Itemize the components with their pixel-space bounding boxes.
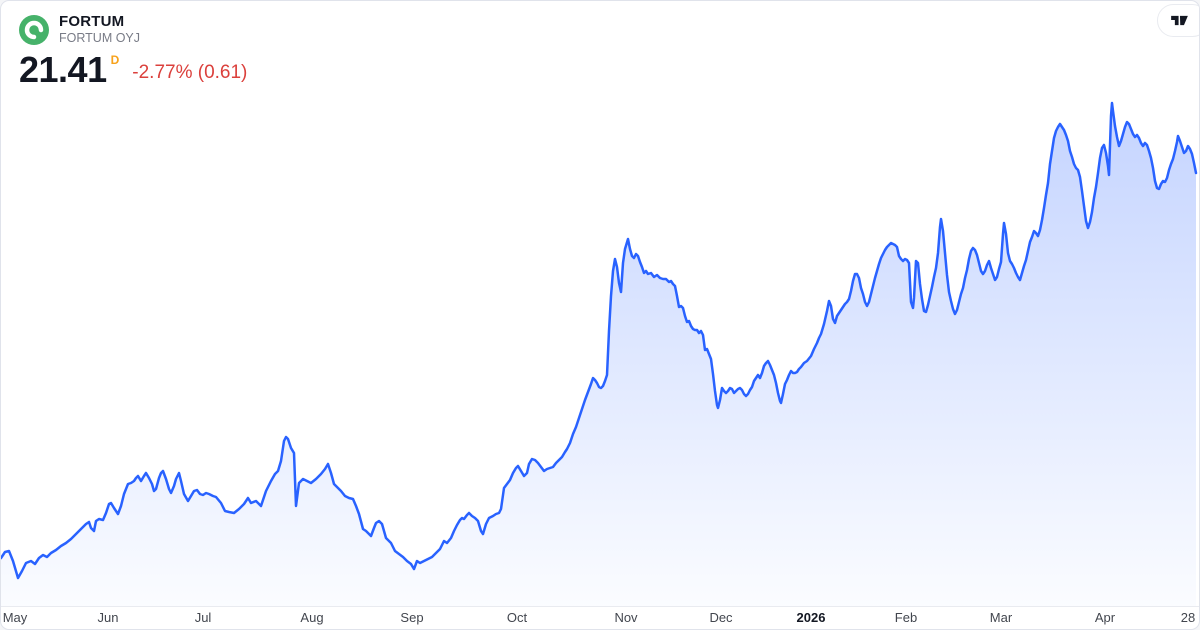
last-price: 21.41 [19,49,107,90]
x-axis-label: 28 [1180,610,1196,625]
x-axis: May Jun Jul Aug Sep Oct Nov Dec 2026 Feb Mar Apr 28 [1,610,1199,629]
x-axis-separator [1,606,1199,607]
tradingview-logo-icon [1170,15,1188,26]
x-axis-label: Jun [97,610,119,625]
symbol-name: FORTUM [59,13,125,30]
interval-badge: D [110,53,120,67]
logo-swirl [24,20,44,40]
tradingview-logo-button[interactable] [1157,4,1199,37]
price-change: -2.77% (0.61) [132,62,248,83]
price-line [1,101,1198,580]
x-axis-label: 2026 [796,610,826,625]
x-axis-label: Oct [506,610,528,625]
x-axis-label: Apr [1094,610,1116,625]
symbol-header: FORTUM FORTUM OYJ 21.41 D -2.77% (0.61) [19,13,248,90]
price-area [1,103,1196,607]
x-axis-label: Dec [709,610,733,625]
x-axis-label: Jul [194,610,212,625]
x-axis-label: Nov [614,610,638,625]
x-axis-label: Mar [989,610,1013,625]
fortum-logo-icon [19,15,49,45]
x-axis-label: Feb [894,610,918,625]
symbol-description: FORTUM OYJ [59,31,141,45]
logo-circle [19,15,49,45]
x-axis-label: May [2,610,28,625]
x-axis-label: Sep [400,610,424,625]
x-axis-label: Aug [300,610,324,625]
